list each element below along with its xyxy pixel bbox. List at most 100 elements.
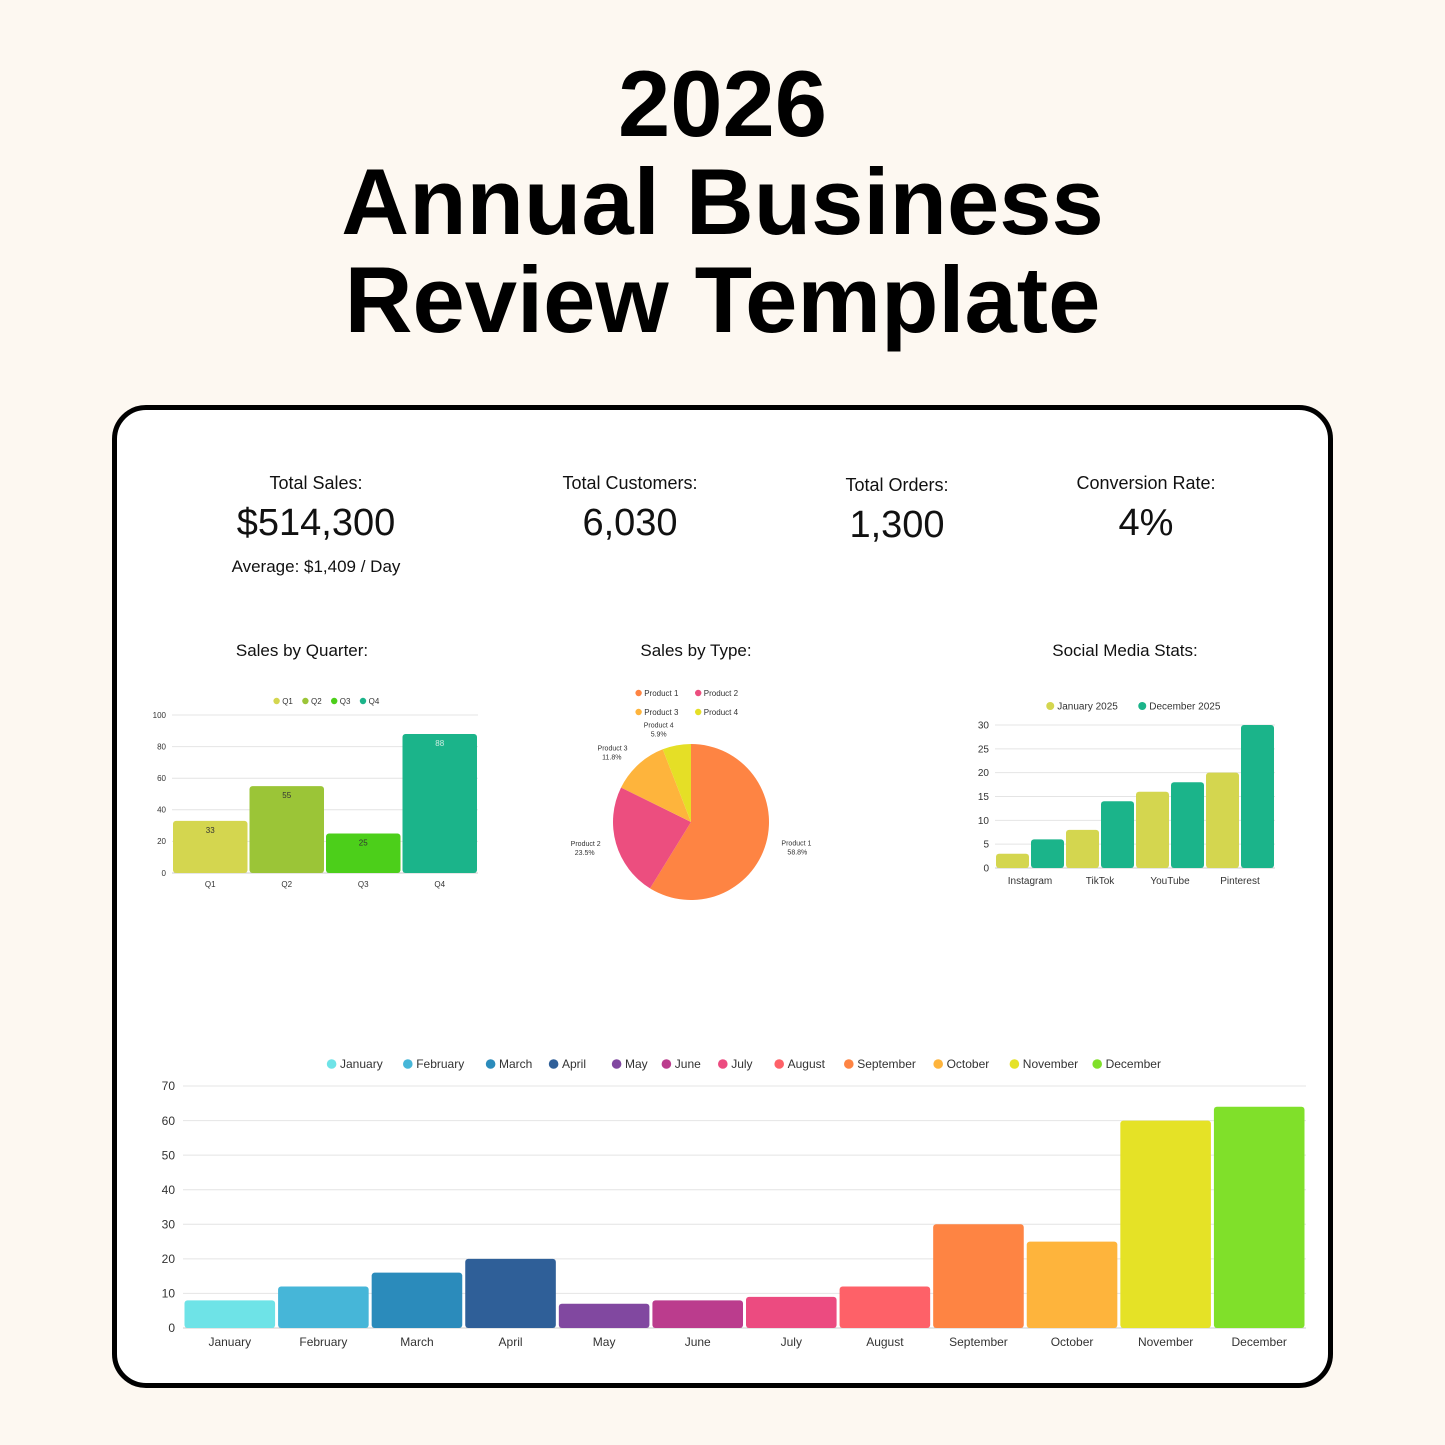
legend-label: January xyxy=(340,1057,383,1071)
legend-marker xyxy=(774,1059,784,1069)
bar xyxy=(1241,725,1274,868)
x-tick-label: January xyxy=(208,1335,251,1349)
legend-label: Product 1 xyxy=(644,689,679,698)
kpi-sub: Average: $1,409 / Day xyxy=(231,557,401,576)
legend-marker xyxy=(695,689,702,697)
data-label: 33 xyxy=(206,826,215,835)
legend-marker xyxy=(661,1059,672,1069)
y-tick-label: 30 xyxy=(162,1217,176,1231)
x-tick-label: December xyxy=(1232,1335,1287,1349)
x-tick-label: March xyxy=(400,1335,433,1349)
legend-marker xyxy=(844,1059,854,1069)
legend-marker xyxy=(635,689,642,697)
y-tick-label: 20 xyxy=(162,1252,176,1266)
legend-marker xyxy=(548,1059,559,1069)
x-tick-label: YouTube xyxy=(1150,876,1190,887)
bar xyxy=(558,1303,650,1328)
y-tick-label: 40 xyxy=(162,1183,176,1197)
y-tick-label: 20 xyxy=(978,768,990,779)
legend-label: February xyxy=(416,1057,464,1071)
bar xyxy=(1026,1241,1118,1328)
pie-label: Product 4 xyxy=(644,723,674,730)
legend-label: Product 3 xyxy=(644,708,679,717)
bar xyxy=(278,1286,369,1328)
data-label: 88 xyxy=(435,739,444,748)
kpi-total-sales: Total Sales: $514,300 Average: $1,409 / … xyxy=(166,473,466,577)
bar xyxy=(184,1300,276,1328)
bar xyxy=(173,820,248,873)
y-tick-label: 15 xyxy=(978,792,990,803)
pie-slice xyxy=(621,749,691,822)
x-tick-label: September xyxy=(949,1335,1008,1349)
kpi-total-orders: Total Orders: 1,300 xyxy=(747,475,1047,547)
y-tick-label: 10 xyxy=(162,1287,176,1301)
x-tick-label: June xyxy=(685,1335,711,1349)
legend-label: November xyxy=(1023,1057,1078,1071)
pie-value-label: 5.9% xyxy=(651,732,667,739)
legend-label: Product 2 xyxy=(704,689,739,698)
legend-label: January 2025 xyxy=(1057,702,1118,713)
x-tick-label: April xyxy=(499,1335,523,1349)
kpi-label: Total Customers: xyxy=(562,473,698,493)
kpi-value: 4% xyxy=(1118,502,1174,544)
x-tick-label: October xyxy=(1051,1335,1094,1349)
legend-marker xyxy=(273,697,280,705)
y-tick-label: 25 xyxy=(978,744,990,755)
legend-marker xyxy=(1009,1059,1020,1069)
legend-label: April xyxy=(562,1057,586,1071)
bar xyxy=(1136,791,1169,868)
x-tick-label: Q1 xyxy=(205,880,216,889)
legend-label: May xyxy=(625,1057,648,1071)
legend-marker xyxy=(403,1059,413,1069)
bar xyxy=(1206,772,1239,868)
kpi-total-customers: Total Customers: 6,030 xyxy=(480,473,780,545)
bar xyxy=(839,1286,931,1328)
pie-slice xyxy=(613,787,691,889)
legend-label: Product 4 xyxy=(704,708,739,717)
title-line-2: Annual Business xyxy=(341,149,1104,254)
bar xyxy=(652,1300,743,1328)
pie-label: Product 3 xyxy=(598,746,628,753)
y-tick-label: 0 xyxy=(983,864,989,875)
legend-label: Q2 xyxy=(311,697,322,706)
pie-value-label: 58.8% xyxy=(787,850,807,857)
x-tick-label: TikTok xyxy=(1086,876,1116,887)
bar xyxy=(1213,1106,1305,1328)
y-tick-label: 50 xyxy=(162,1148,176,1162)
y-tick-label: 80 xyxy=(157,742,166,751)
bar xyxy=(402,733,477,873)
x-tick-label: Pinterest xyxy=(1220,876,1260,887)
y-tick-label: 60 xyxy=(157,774,166,783)
legend-label: March xyxy=(499,1057,532,1071)
legend-marker xyxy=(326,1059,337,1069)
bar xyxy=(1171,782,1204,868)
y-tick-label: 40 xyxy=(157,806,166,815)
legend-marker xyxy=(1138,702,1147,710)
pie-slice xyxy=(650,744,769,900)
legend-label: July xyxy=(731,1057,752,1071)
legend-label: Q4 xyxy=(369,697,380,706)
pie-label: Product 1 xyxy=(781,841,811,848)
bar xyxy=(1066,829,1099,868)
chart-title-quarter: Sales by Quarter: xyxy=(235,641,369,660)
x-tick-label: August xyxy=(866,1335,904,1349)
x-tick-label: May xyxy=(593,1335,616,1349)
title-line-3: Review Template xyxy=(344,247,1101,352)
legend-label: June xyxy=(675,1057,701,1071)
x-tick-label: Q4 xyxy=(434,880,445,889)
legend-label: December 2025 xyxy=(1149,702,1221,713)
kpi-label: Total Sales: xyxy=(269,473,363,493)
kpi-label: Conversion Rate: xyxy=(1076,473,1216,493)
legend-label: October xyxy=(947,1057,990,1071)
kpi-value: 1,300 xyxy=(849,504,945,546)
legend-label: September xyxy=(857,1057,916,1071)
y-tick-label: 0 xyxy=(162,869,167,878)
pie-slice xyxy=(662,744,691,822)
legend-label: Q1 xyxy=(282,697,293,706)
chart-title-type: Sales by Type: xyxy=(640,641,752,660)
y-tick-label: 100 xyxy=(153,711,167,720)
legend-marker xyxy=(1046,702,1055,710)
legend-marker xyxy=(611,1059,622,1069)
x-tick-label: February xyxy=(299,1335,347,1349)
